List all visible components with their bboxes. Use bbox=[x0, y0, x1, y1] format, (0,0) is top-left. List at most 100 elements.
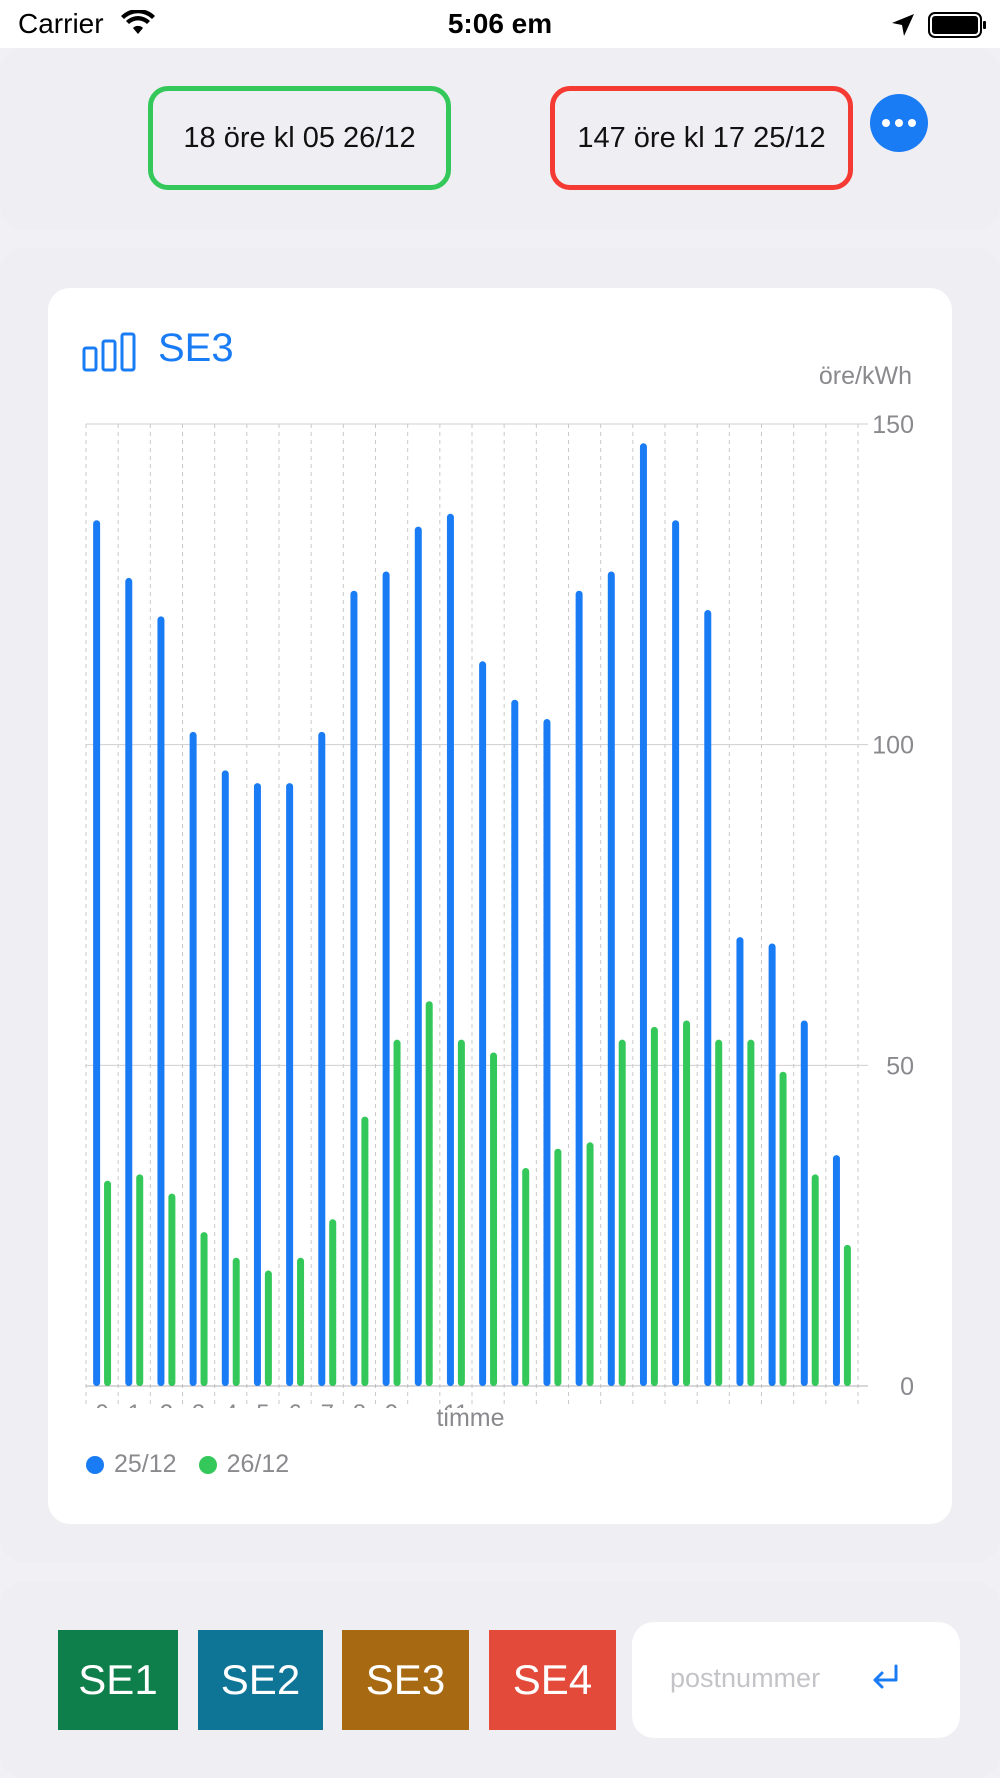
x-tick-label: ... bbox=[768, 1400, 788, 1408]
bar-26-12 bbox=[425, 1001, 433, 1386]
x-tick-label: 3 bbox=[192, 1400, 205, 1408]
lowest-price-text: 18 öre kl 05 26/12 bbox=[183, 121, 416, 154]
y-tick-label: 0 bbox=[900, 1373, 914, 1401]
area-selector: SE1 SE2 SE3 SE4 bbox=[0, 1582, 1000, 1778]
x-tick-label: 11 bbox=[443, 1400, 468, 1408]
bar-26-12 bbox=[811, 1174, 819, 1386]
x-axis-title: timme bbox=[436, 1404, 505, 1432]
legend-item-series-2: 26/12 bbox=[198, 1450, 290, 1479]
bar-26-12 bbox=[104, 1180, 112, 1386]
area-button-se2[interactable]: SE2 bbox=[198, 1630, 323, 1730]
bar-26-12 bbox=[168, 1193, 176, 1386]
more-options-button[interactable] bbox=[870, 94, 928, 152]
area-button-se3[interactable]: SE3 bbox=[342, 1630, 469, 1730]
bar-26-12 bbox=[522, 1167, 530, 1386]
area-button-label: SE3 bbox=[365, 1656, 446, 1703]
postnummer-input[interactable] bbox=[670, 1656, 890, 1700]
area-button-se4[interactable]: SE4 bbox=[489, 1630, 616, 1730]
legend-item-series-1: 25/12 bbox=[86, 1450, 177, 1479]
legend-dot-series-2 bbox=[198, 1455, 217, 1474]
x-tick-label: ... bbox=[703, 1400, 723, 1408]
bar-25-12 bbox=[511, 699, 519, 1386]
bar-25-12 bbox=[189, 731, 197, 1386]
bar-26-12 bbox=[650, 1026, 658, 1386]
postnummer-field[interactable] bbox=[632, 1622, 960, 1738]
lowest-price-badge: 18 öre kl 05 26/12 bbox=[148, 86, 451, 190]
legend-label-series-2: 26/12 bbox=[226, 1450, 290, 1478]
x-tick-label: ... bbox=[414, 1400, 434, 1408]
bar-25-12 bbox=[639, 443, 647, 1386]
bar-25-12 bbox=[446, 513, 454, 1386]
y-tick-label: 150 bbox=[872, 411, 914, 439]
y-tick-label: 50 bbox=[886, 1052, 914, 1080]
ellipsis-icon bbox=[882, 119, 890, 127]
bar-25-12 bbox=[253, 783, 261, 1386]
area-button-label: SE4 bbox=[512, 1656, 593, 1703]
bar-26-12 bbox=[586, 1142, 594, 1386]
bar-26-12 bbox=[297, 1257, 305, 1386]
bar-26-12 bbox=[329, 1219, 337, 1386]
chart-section: SE3 öre/kWh 0 50 100 150 0 1 2 3 4 5 6 7 8 9... 11....… bbox=[0, 248, 1000, 1562]
area-button-label: SE1 bbox=[78, 1656, 158, 1703]
area-button-se1[interactable]: SE1 bbox=[58, 1630, 178, 1730]
bar-25-12 bbox=[704, 609, 712, 1386]
bar-25-12 bbox=[672, 520, 680, 1386]
highest-price-text: 147 öre kl 17 25/12 bbox=[577, 121, 826, 154]
carrier-label: Carrier bbox=[18, 8, 104, 39]
bar-26-12 bbox=[843, 1244, 851, 1386]
bar-26-12 bbox=[136, 1174, 144, 1386]
bar-25-12 bbox=[382, 571, 390, 1386]
bar-25-12 bbox=[479, 661, 487, 1386]
price-bar-chart: 0 50 100 150 0 1 2 3 4 5 6 7 8 9... 11................… bbox=[85, 411, 914, 1408]
bar-25-12 bbox=[318, 731, 326, 1386]
x-tick-label: 6 bbox=[288, 1400, 301, 1408]
area-button-label: SE2 bbox=[220, 1656, 301, 1703]
y-axis-unit: öre/kWh bbox=[818, 362, 912, 390]
bar-26-12 bbox=[490, 1052, 498, 1386]
bar-25-12 bbox=[768, 943, 776, 1386]
location-arrow-icon bbox=[892, 14, 914, 36]
bar-25-12 bbox=[286, 783, 294, 1386]
bar-26-12 bbox=[232, 1257, 240, 1386]
bar-26-12 bbox=[554, 1148, 562, 1386]
bar-25-12 bbox=[125, 577, 133, 1386]
bar-25-12 bbox=[221, 770, 229, 1386]
ellipsis-dot bbox=[908, 119, 916, 127]
bar-26-12 bbox=[264, 1270, 272, 1386]
battery-icon bbox=[928, 12, 986, 38]
legend-label-series-1: 25/12 bbox=[114, 1450, 177, 1478]
x-tick-label: ... bbox=[735, 1400, 755, 1408]
bar-25-12 bbox=[607, 571, 615, 1386]
x-tick-label: ... bbox=[671, 1400, 691, 1408]
status-bar: Carrier 5:06 em bbox=[0, 0, 1000, 48]
chart-legend: 25/12 26/12 bbox=[86, 1450, 289, 1479]
bar-26-12 bbox=[779, 1071, 787, 1386]
x-tick-label: ... bbox=[542, 1400, 562, 1408]
bar-26-12 bbox=[200, 1232, 208, 1386]
x-tick-label: 8 bbox=[353, 1400, 366, 1408]
status-time: 5:06 em bbox=[447, 8, 553, 39]
bar-26-12 bbox=[361, 1116, 369, 1386]
ellipsis-dot bbox=[895, 119, 903, 127]
x-tick-label: 9 bbox=[385, 1400, 398, 1408]
x-tick-label: ... bbox=[639, 1400, 659, 1408]
bar-26-12 bbox=[618, 1039, 626, 1386]
y-tick-label: 100 bbox=[872, 732, 914, 760]
bar-25-12 bbox=[157, 616, 165, 1386]
return-icon[interactable] bbox=[868, 1660, 902, 1694]
bar-25-12 bbox=[93, 520, 101, 1386]
x-tick-label: ... bbox=[478, 1400, 498, 1408]
x-tick-label: ... bbox=[832, 1400, 852, 1408]
bar-25-12 bbox=[543, 719, 551, 1386]
x-tick-label: ... bbox=[800, 1400, 820, 1408]
legend-dot-series-1 bbox=[86, 1455, 104, 1474]
x-tick-label: 1 bbox=[128, 1400, 141, 1408]
bar-25-12 bbox=[800, 1020, 808, 1386]
bar-25-12 bbox=[736, 937, 744, 1386]
x-tick-label: 2 bbox=[160, 1400, 173, 1408]
x-tick-label: 0 bbox=[95, 1400, 108, 1408]
x-tick-label: 5 bbox=[256, 1400, 269, 1408]
highest-price-badge: 147 öre kl 17 25/12 bbox=[550, 86, 853, 190]
bar-chart-icon bbox=[82, 332, 136, 372]
chart-title: SE3 bbox=[158, 326, 234, 370]
